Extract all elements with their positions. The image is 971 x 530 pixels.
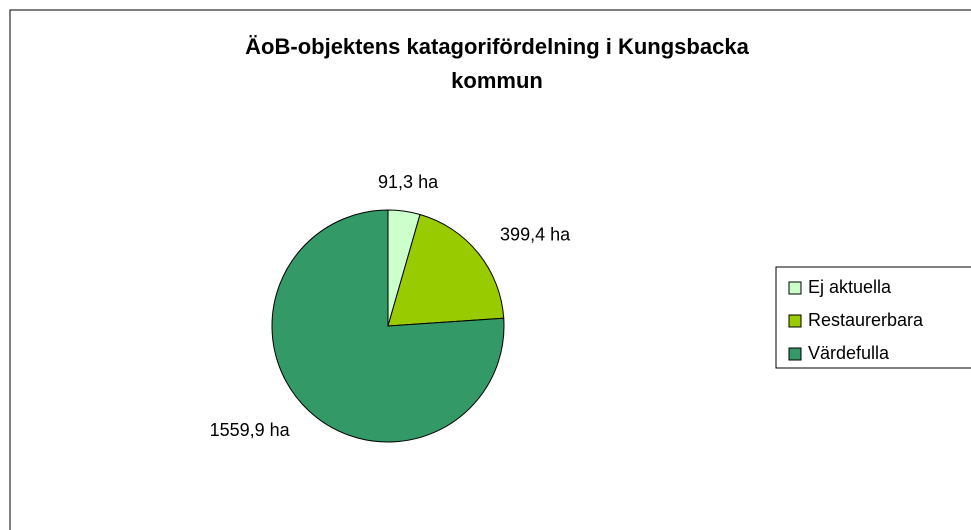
data-label: 1559,9 ha [210, 420, 291, 440]
data-label: 91,3 ha [378, 172, 439, 192]
legend-swatch [788, 347, 802, 361]
legend-label: Värdefulla [808, 343, 890, 363]
legend-swatch [788, 281, 802, 295]
chart-title: kommun [451, 68, 543, 93]
legend-swatch [788, 314, 802, 328]
pie-slice [271, 209, 505, 443]
chart-border [9, 9, 971, 530]
legend-label: Ej aktuella [808, 277, 892, 297]
legend-label: Restaurerbara [808, 310, 924, 330]
pie-slice [387, 213, 505, 327]
data-label: 399,4 ha [500, 224, 571, 244]
legend-box [775, 266, 971, 369]
chart-title: ÄoB-objektens katagorifördelning i Kungs… [245, 34, 749, 59]
